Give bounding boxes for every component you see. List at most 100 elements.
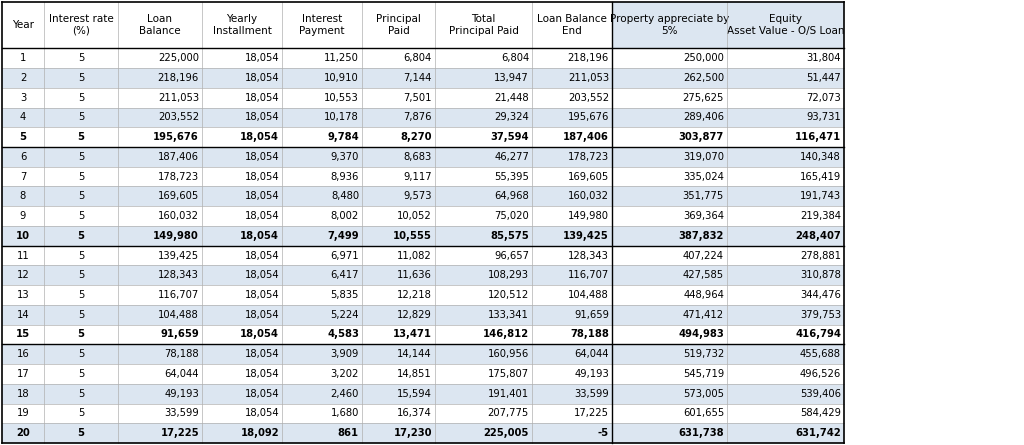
Bar bbox=[727, 344, 844, 364]
Text: 18,054: 18,054 bbox=[245, 251, 279, 260]
Bar bbox=[118, 108, 202, 127]
Text: 17,230: 17,230 bbox=[393, 428, 432, 438]
Bar bbox=[282, 2, 362, 49]
Text: 7,876: 7,876 bbox=[403, 113, 432, 122]
Text: 169,605: 169,605 bbox=[158, 191, 199, 201]
Bar bbox=[435, 246, 532, 265]
Text: 351,775: 351,775 bbox=[683, 191, 724, 201]
Bar bbox=[362, 49, 435, 68]
Text: 5: 5 bbox=[78, 310, 84, 320]
Bar bbox=[202, 305, 282, 324]
Bar bbox=[435, 167, 532, 186]
Text: 8,683: 8,683 bbox=[403, 152, 432, 162]
Bar bbox=[362, 285, 435, 305]
Text: 160,032: 160,032 bbox=[568, 191, 609, 201]
Text: 203,552: 203,552 bbox=[158, 113, 199, 122]
Text: 5: 5 bbox=[19, 132, 27, 142]
Bar bbox=[202, 423, 282, 443]
Text: 139,425: 139,425 bbox=[563, 231, 609, 241]
Bar bbox=[532, 404, 612, 423]
Text: 5: 5 bbox=[78, 428, 85, 438]
Text: 149,980: 149,980 bbox=[568, 211, 609, 221]
Text: 11,082: 11,082 bbox=[397, 251, 432, 260]
Bar bbox=[118, 324, 202, 344]
Bar bbox=[612, 324, 727, 344]
Bar bbox=[44, 285, 118, 305]
Bar bbox=[118, 285, 202, 305]
Text: 18,054: 18,054 bbox=[245, 270, 279, 280]
Bar bbox=[727, 147, 844, 167]
Text: 18,092: 18,092 bbox=[241, 428, 279, 438]
Text: 160,032: 160,032 bbox=[158, 211, 199, 221]
Bar bbox=[727, 68, 844, 88]
Bar bbox=[435, 49, 532, 68]
Bar bbox=[612, 384, 727, 404]
Text: 5: 5 bbox=[78, 211, 84, 221]
Bar bbox=[118, 384, 202, 404]
Text: 18,054: 18,054 bbox=[240, 231, 279, 241]
Text: 10,555: 10,555 bbox=[393, 231, 432, 241]
Bar bbox=[727, 2, 844, 49]
Bar bbox=[727, 49, 844, 68]
Bar bbox=[612, 147, 727, 167]
Bar bbox=[435, 265, 532, 285]
Bar bbox=[362, 404, 435, 423]
Bar bbox=[282, 404, 362, 423]
Bar bbox=[435, 364, 532, 384]
Bar bbox=[282, 324, 362, 344]
Text: 5: 5 bbox=[78, 231, 85, 241]
Bar bbox=[727, 404, 844, 423]
Text: 18,054: 18,054 bbox=[245, 53, 279, 63]
Bar bbox=[202, 384, 282, 404]
Text: 191,401: 191,401 bbox=[487, 388, 529, 399]
Text: 10,553: 10,553 bbox=[325, 93, 359, 103]
Bar bbox=[202, 364, 282, 384]
Text: 10,178: 10,178 bbox=[325, 113, 359, 122]
Bar bbox=[44, 167, 118, 186]
Bar bbox=[44, 2, 118, 49]
Text: 631,742: 631,742 bbox=[796, 428, 841, 438]
Text: 275,625: 275,625 bbox=[683, 93, 724, 103]
Bar bbox=[44, 344, 118, 364]
Text: 225,005: 225,005 bbox=[483, 428, 529, 438]
Bar bbox=[435, 127, 532, 147]
Bar bbox=[202, 246, 282, 265]
Bar bbox=[2, 2, 44, 49]
Text: 369,364: 369,364 bbox=[683, 211, 724, 221]
Text: 146,812: 146,812 bbox=[483, 329, 529, 340]
Bar bbox=[44, 364, 118, 384]
Text: 10,052: 10,052 bbox=[397, 211, 432, 221]
Bar bbox=[202, 147, 282, 167]
Text: 91,659: 91,659 bbox=[574, 310, 609, 320]
Bar bbox=[44, 147, 118, 167]
Bar bbox=[2, 246, 44, 265]
Text: 18,054: 18,054 bbox=[245, 211, 279, 221]
Bar bbox=[202, 324, 282, 344]
Text: 584,429: 584,429 bbox=[800, 409, 841, 418]
Text: 18,054: 18,054 bbox=[245, 93, 279, 103]
Text: 17,225: 17,225 bbox=[574, 409, 609, 418]
Text: 17,225: 17,225 bbox=[161, 428, 199, 438]
Bar bbox=[532, 49, 612, 68]
Bar bbox=[435, 88, 532, 108]
Bar bbox=[282, 68, 362, 88]
Text: 448,964: 448,964 bbox=[683, 290, 724, 300]
Text: 18,054: 18,054 bbox=[245, 388, 279, 399]
Bar bbox=[2, 147, 44, 167]
Text: 2: 2 bbox=[19, 73, 27, 83]
Text: 5,224: 5,224 bbox=[331, 310, 359, 320]
Text: 195,676: 195,676 bbox=[567, 113, 609, 122]
Text: 5: 5 bbox=[78, 270, 84, 280]
Text: 8,936: 8,936 bbox=[331, 172, 359, 182]
Bar bbox=[282, 344, 362, 364]
Bar bbox=[44, 404, 118, 423]
Text: 33,599: 33,599 bbox=[574, 388, 609, 399]
Bar bbox=[2, 364, 44, 384]
Bar bbox=[362, 226, 435, 246]
Bar bbox=[44, 49, 118, 68]
Text: 7,144: 7,144 bbox=[403, 73, 432, 83]
Text: 18,054: 18,054 bbox=[245, 73, 279, 83]
Text: 9,370: 9,370 bbox=[331, 152, 359, 162]
Text: 5: 5 bbox=[78, 369, 84, 379]
Bar bbox=[202, 127, 282, 147]
